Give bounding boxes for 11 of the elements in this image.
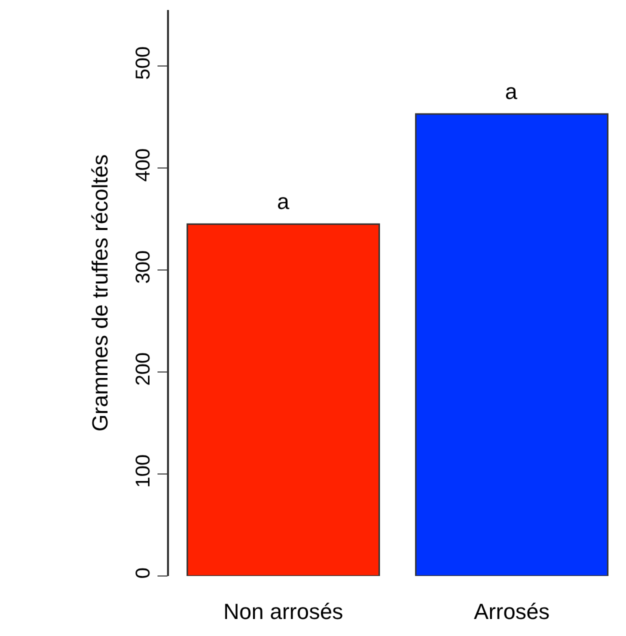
x-tick-label: Arrosés (474, 599, 550, 624)
annotation: a (505, 79, 518, 104)
x-tick-label: Non arrosés (223, 599, 344, 624)
y-tick-label: 400 (132, 148, 154, 182)
y-tick-label: 200 (132, 352, 154, 386)
y-tick-label: 0 (132, 567, 154, 579)
y-tick-label: 300 (132, 250, 154, 284)
annotation: a (277, 189, 290, 214)
y-tick-label: 100 (132, 454, 154, 488)
y-tick-label: 500 (132, 46, 154, 80)
y-axis-title: Grammes de truffes récoltés (88, 154, 113, 432)
